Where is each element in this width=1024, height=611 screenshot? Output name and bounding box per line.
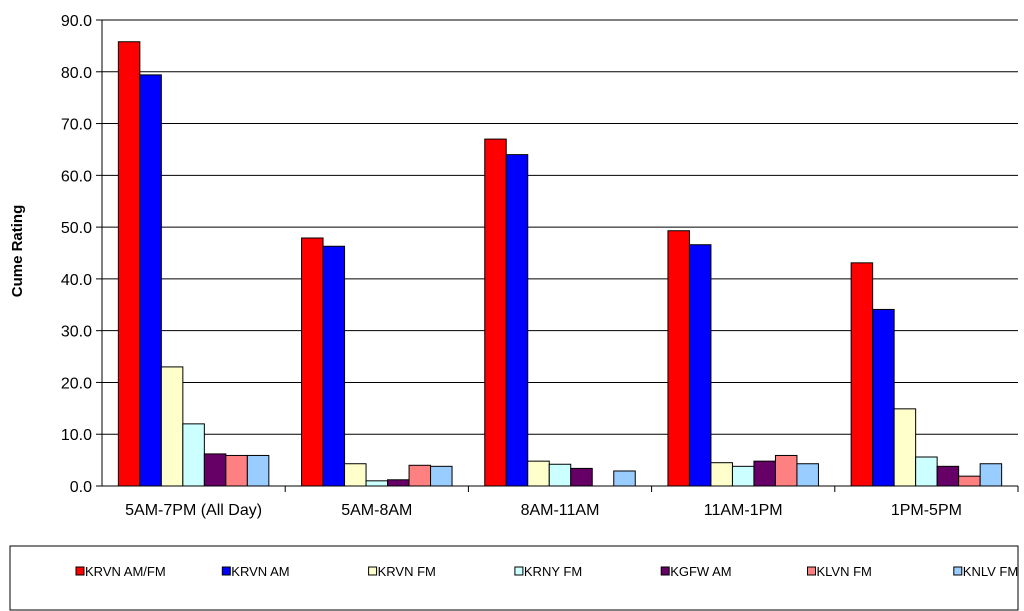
bar xyxy=(872,308,895,487)
y-tick-label: 60.0 xyxy=(61,168,92,185)
x-category-label: 11AM-1PM xyxy=(704,502,783,519)
bar xyxy=(139,74,162,487)
bar xyxy=(322,245,346,487)
bar xyxy=(484,138,507,487)
legend-swatch xyxy=(368,566,378,576)
legend-label: KRNY FM xyxy=(524,564,582,579)
bar xyxy=(753,460,776,487)
legend-box xyxy=(9,545,1019,611)
bar xyxy=(387,479,410,487)
bar xyxy=(796,463,819,487)
legend-swatch xyxy=(75,566,85,576)
y-tick-label: 30.0 xyxy=(61,324,92,341)
y-tick-label: 10.0 xyxy=(61,427,92,444)
bar xyxy=(667,230,690,487)
legend-swatch xyxy=(514,566,524,576)
legend-swatch xyxy=(807,566,816,576)
bar xyxy=(613,470,636,487)
bar xyxy=(936,465,960,487)
legend-items: KRVN AM/FM KRVN AM KRVN FM KRNY FM KGFW AM KL… xyxy=(75,564,1018,579)
tick-labels: 0.0 10.0 20.0 30.0 40.0 50.0 60.0 70.0 80.0 90.0 5… xyxy=(61,13,962,519)
legend-swatch xyxy=(953,566,963,576)
bar xyxy=(850,262,874,487)
y-tick-label: 80.0 xyxy=(61,65,92,82)
bar xyxy=(430,465,453,487)
legend-label: KNLV FM xyxy=(963,564,1018,579)
legend-label: KRVN AM/FM xyxy=(85,564,166,579)
bar xyxy=(225,454,248,487)
bar xyxy=(505,154,529,487)
y-tick-label: 40.0 xyxy=(61,272,92,289)
bar xyxy=(344,463,367,487)
legend-swatch xyxy=(660,566,670,576)
legend-label: KRVN FM xyxy=(378,564,436,579)
x-category-label: 5AM-8AM xyxy=(341,502,412,519)
bar xyxy=(203,453,227,487)
bars xyxy=(117,41,1003,487)
bar xyxy=(979,463,1003,487)
x-category-label: 8AM-11AM xyxy=(521,502,600,519)
bar xyxy=(915,456,938,487)
y-tick-label: 90.0 xyxy=(61,13,92,30)
y-tick-label: 70.0 xyxy=(61,117,92,134)
y-axis-label: Cume Rating xyxy=(9,205,26,298)
legend-swatch xyxy=(221,566,231,576)
bar xyxy=(527,460,550,487)
bar xyxy=(958,475,981,487)
bar xyxy=(893,408,917,487)
x-category-label: 5AM-7PM (All Day) xyxy=(125,502,262,519)
legend: KRVN AM/FM KRVN AM KRVN FM KRNY FM KGFW AM KL… xyxy=(9,545,1019,611)
bar xyxy=(160,366,184,487)
x-category-label: 1PM-5PM xyxy=(891,502,962,519)
bar xyxy=(301,237,324,487)
legend-label: KGFW AM xyxy=(670,564,731,579)
y-tick-label: 0.0 xyxy=(70,479,92,496)
bar xyxy=(246,454,270,487)
bar xyxy=(570,467,593,487)
bar xyxy=(774,454,798,487)
bar xyxy=(710,462,733,487)
legend-label: KRVN AM xyxy=(231,564,289,579)
y-tick-label: 20.0 xyxy=(61,375,92,392)
bar xyxy=(117,41,141,487)
bar xyxy=(365,480,389,487)
bar xyxy=(408,464,432,487)
bar xyxy=(182,423,205,487)
bar xyxy=(688,244,712,487)
legend-label: KLVN FM xyxy=(817,564,872,579)
bar xyxy=(731,465,755,487)
bar xyxy=(548,463,572,487)
y-tick-label: 50.0 xyxy=(61,220,92,237)
gridlines xyxy=(102,19,1018,435)
